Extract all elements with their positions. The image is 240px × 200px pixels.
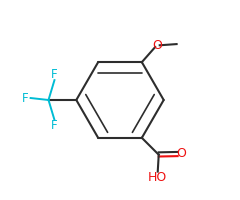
Text: F: F [51,119,58,132]
Text: HO: HO [148,171,167,184]
Text: F: F [51,68,58,81]
Text: F: F [22,92,29,105]
Text: O: O [176,147,186,160]
Text: O: O [152,39,162,52]
